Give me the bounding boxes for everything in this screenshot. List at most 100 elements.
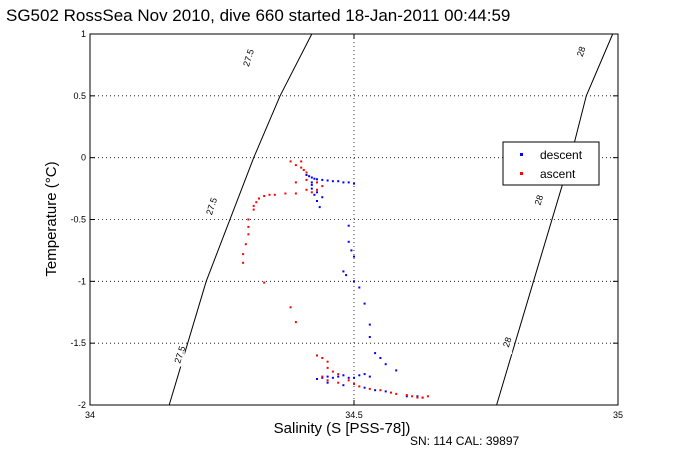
legend-label-descent: descent	[540, 148, 583, 162]
legend-swatch-ascent	[520, 172, 523, 175]
ascent-point	[268, 193, 271, 196]
descent-point	[347, 181, 350, 184]
descent-point	[416, 395, 419, 398]
ascent-point	[316, 354, 318, 357]
ascent-point	[263, 281, 266, 284]
contour-label: 28	[501, 336, 514, 349]
descent-point	[379, 357, 382, 359]
ascent-point	[390, 391, 392, 394]
ascent-point	[337, 381, 340, 384]
ascent-point	[421, 396, 424, 399]
contour-label: 28	[533, 194, 546, 207]
ascent-point	[258, 197, 260, 200]
contour-label-bg	[533, 189, 544, 212]
ascent-point	[405, 394, 408, 397]
legend-label-ascent: ascent	[540, 167, 576, 181]
ascent-point	[321, 185, 324, 188]
ascent-point	[294, 192, 297, 195]
descent-point	[316, 378, 318, 380]
descent-point	[337, 180, 340, 183]
contour-label-bg	[174, 344, 185, 367]
descent-point	[331, 180, 334, 183]
ascent-point	[247, 225, 250, 228]
descent-point	[384, 363, 387, 366]
descent-point	[342, 374, 345, 377]
ascent-point	[300, 166, 303, 169]
ascent-point	[242, 253, 245, 256]
ascent-point	[300, 160, 303, 163]
descent-point	[395, 369, 398, 372]
ascent-point	[244, 243, 247, 246]
descent-point	[353, 376, 355, 379]
contour-label: 28	[575, 45, 588, 58]
descent-point	[310, 183, 313, 186]
descent-point	[316, 178, 318, 181]
data-points	[242, 160, 429, 399]
ascent-point	[294, 164, 297, 167]
ascent-point	[353, 383, 355, 385]
descent-point	[321, 178, 324, 181]
descent-point	[350, 249, 353, 252]
descent-point	[305, 174, 308, 176]
contour-label-bg	[576, 41, 587, 64]
y-tick-label: 1	[81, 29, 86, 39]
legend-swatch-descent	[520, 153, 523, 156]
ascent-point	[289, 160, 292, 163]
ascent-point	[305, 178, 308, 181]
ascent-point	[305, 188, 308, 191]
ascent-point	[358, 385, 361, 388]
ascent-point	[316, 181, 318, 184]
ascent-point	[247, 218, 250, 221]
descent-point	[308, 175, 311, 178]
descent-point	[310, 176, 313, 179]
descent-point	[316, 200, 318, 202]
y-tick-label: -1.5	[70, 338, 86, 348]
descent-point	[316, 191, 318, 194]
descent-point	[326, 179, 329, 182]
y-tick-label: 0.5	[73, 91, 86, 101]
y-tick-label: 0	[81, 153, 86, 163]
descent-point	[374, 389, 377, 392]
ascent-point	[316, 188, 318, 191]
x-tick-label: 34	[85, 410, 95, 420]
descent-point	[353, 280, 355, 283]
descent-point	[368, 375, 371, 378]
descent-point	[342, 181, 345, 184]
legend-box	[502, 141, 600, 186]
ascent-point	[305, 171, 308, 174]
descent-point	[337, 375, 340, 378]
x-tick-label: 34.5	[345, 410, 363, 420]
descent-point	[358, 374, 361, 377]
descent-point	[347, 376, 350, 379]
descent-point	[318, 206, 321, 209]
descent-point	[345, 274, 348, 277]
descent-point	[310, 181, 313, 184]
descent-point	[313, 193, 316, 196]
ascent-point	[368, 387, 371, 390]
descent-point	[363, 302, 366, 305]
ascent-point	[337, 373, 340, 376]
descent-point	[368, 323, 371, 326]
ascent-point	[289, 306, 292, 309]
contour-label-bg	[206, 196, 217, 219]
ascent-point	[284, 192, 287, 195]
descent-point	[368, 336, 371, 338]
ascent-point	[347, 379, 350, 382]
ascent-point	[247, 233, 250, 236]
descent-point	[326, 375, 329, 378]
descent-point	[342, 270, 345, 273]
descent-point	[310, 187, 313, 190]
descent-point	[321, 196, 324, 199]
descent-point	[353, 182, 355, 185]
contour-label-bg	[243, 47, 254, 70]
legend: descent ascent	[502, 141, 600, 186]
ascent-point	[310, 191, 313, 194]
descent-point	[347, 240, 350, 243]
y-tick-label: -1	[78, 276, 86, 286]
ascent-point	[263, 195, 266, 197]
density-contour-27-5	[168, 33, 313, 406]
y-tick-label: -2	[78, 400, 86, 410]
ascent-point	[379, 389, 382, 392]
